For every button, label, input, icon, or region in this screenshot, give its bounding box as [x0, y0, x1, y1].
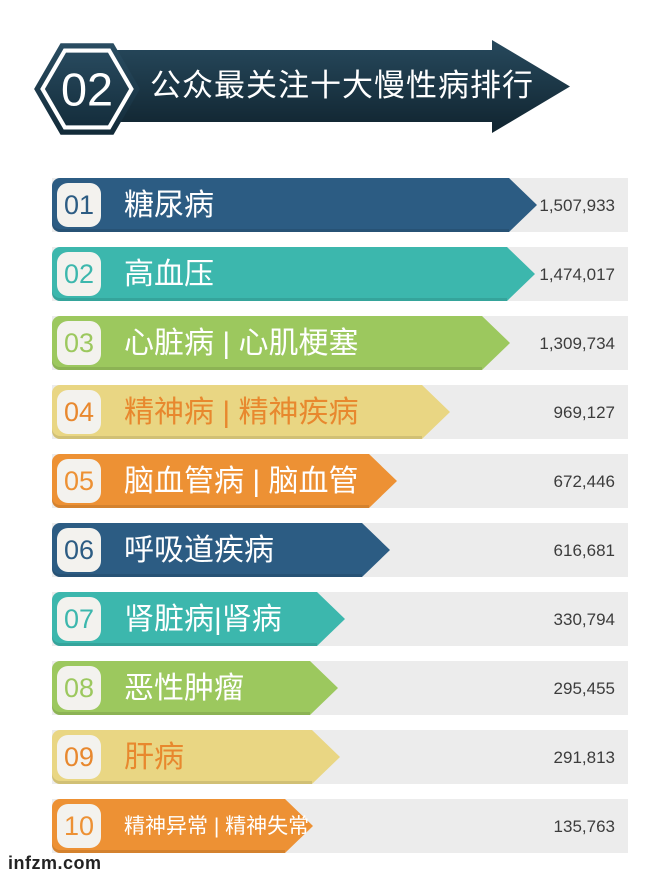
rank-badge: 04 [57, 390, 101, 434]
ranking-row: 07 肾脏病|肾病 330,794 [52, 592, 628, 646]
bar-label: 精神异常 | 精神失常 [124, 815, 310, 838]
watermark: infzm.com [8, 853, 102, 873]
rank-badge: 06 [57, 528, 101, 572]
bar-value: 672,446 [553, 472, 615, 491]
bar [52, 523, 390, 577]
rank-badge: 09 [57, 735, 101, 779]
page-title: 公众最关注十大慢性病排行 [150, 68, 534, 103]
rank-badge: 10 [57, 804, 101, 848]
ranking-row: 06 呼吸道疾病 616,681 [52, 523, 628, 577]
bar-label: 糖尿病 [124, 189, 214, 222]
banner-arrow [98, 40, 570, 133]
bar-label: 高血压 [124, 258, 214, 291]
ranking-row: 01 糖尿病 1,507,933 [52, 178, 628, 232]
ranking-row: 08 恶性肿瘤 295,455 [52, 661, 628, 715]
bar-label: 肝病 [124, 741, 184, 774]
bar [52, 385, 450, 439]
rank-badge: 08 [57, 666, 101, 710]
bar-value: 330,794 [553, 610, 615, 629]
ranking-row: 09 肝病 291,813 [52, 730, 628, 784]
ranking-row: 04 精神病 | 精神疾病 969,127 [52, 385, 628, 439]
hexagon-icon [34, 43, 140, 135]
bar [52, 316, 510, 370]
hexagon-ring-icon [40, 48, 134, 130]
bar-label: 心脏病 | 心肌梗塞 [124, 327, 359, 360]
bar [52, 178, 537, 232]
bar-value: 1,474,017 [539, 265, 615, 284]
rank-badge: 03 [57, 321, 101, 365]
bar-label: 恶性肿瘤 [124, 672, 244, 705]
rank-badge: 02 [57, 252, 101, 296]
rank-badge: 07 [57, 597, 101, 641]
bar-label: 脑血管病 | 脑血管 [124, 465, 359, 498]
bar-value: 616,681 [553, 541, 615, 560]
bar-value: 1,507,933 [539, 196, 615, 215]
hexagon-badge: 02 [34, 43, 140, 135]
bar-label: 精神病 | 精神疾病 [124, 396, 359, 429]
bar-value: 135,763 [553, 817, 615, 836]
bar-label: 肾脏病|肾病 [124, 603, 282, 636]
bar-value: 969,127 [553, 403, 615, 422]
section-number: 02 [61, 63, 113, 115]
ranking-row: 03 心脏病 | 心肌梗塞 1,309,734 [52, 316, 628, 370]
rank-badge: 05 [57, 459, 101, 503]
rank-badge: 01 [57, 183, 101, 227]
bar-value: 1,309,734 [539, 334, 615, 353]
header-banner [98, 40, 570, 133]
ranking-row: 02 高血压 1,474,017 [52, 247, 628, 301]
ranking-row: 10 精神异常 | 精神失常 135,763 [52, 799, 628, 853]
bar-label: 呼吸道疾病 [124, 534, 274, 567]
bar-value: 295,455 [553, 679, 615, 698]
ranking-row: 05 脑血管病 | 脑血管 672,446 [52, 454, 628, 508]
bar [52, 454, 397, 508]
ranking-list: 01 糖尿病 1,507,933 02 高血压 1,474,017 03 心脏病… [52, 178, 628, 868]
bar [52, 247, 535, 301]
bar-value: 291,813 [553, 748, 615, 767]
